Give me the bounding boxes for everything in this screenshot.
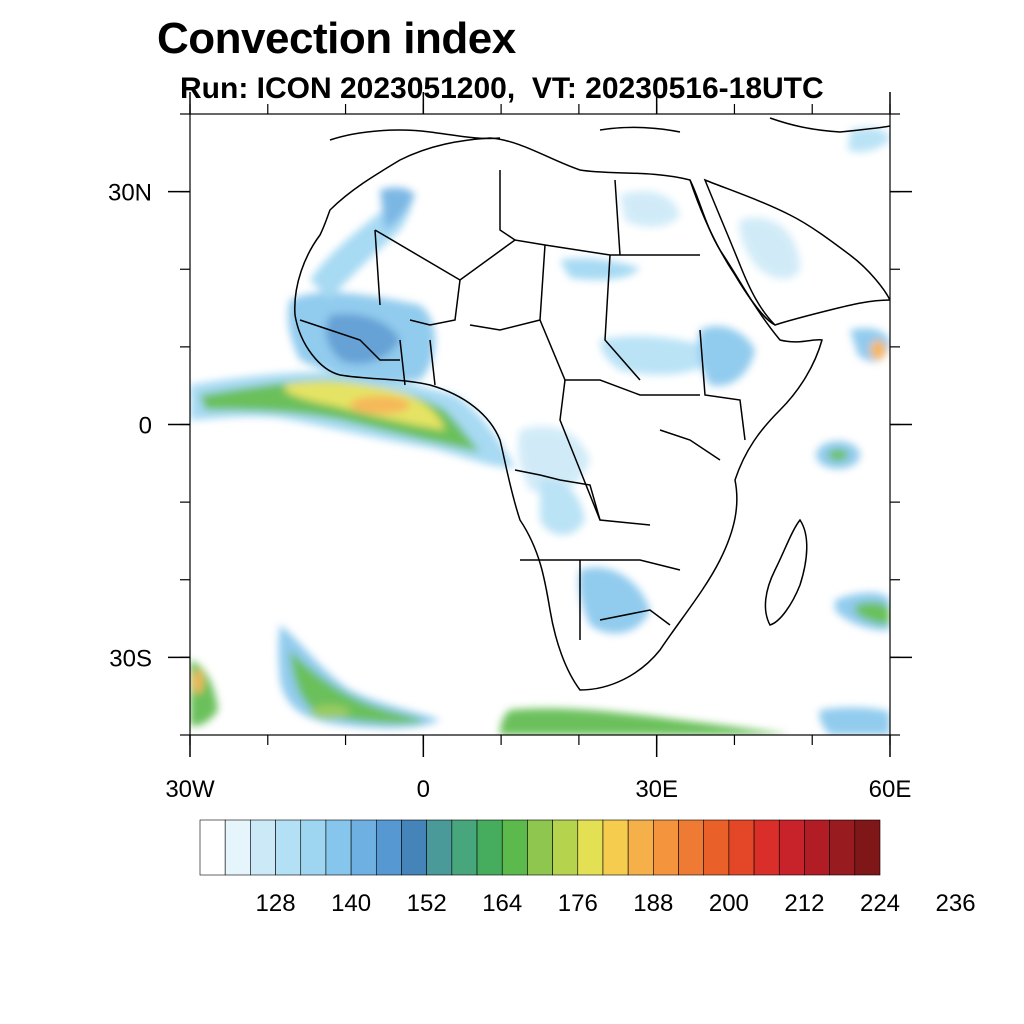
colorbar-swatch	[426, 819, 453, 876]
colorbar-label: 140	[331, 890, 371, 917]
colorbar-swatch	[703, 819, 730, 876]
convection-field	[190, 127, 890, 735]
colorbar-swatch	[275, 819, 302, 876]
axis-ticks: 30N 0 30S 30W 0 30E 60E	[108, 92, 912, 803]
colorbar-swatch	[501, 819, 528, 876]
colorbar-label: 224	[860, 890, 900, 917]
lat-tick-label: 30S	[109, 645, 152, 672]
colorbar-swatch	[300, 819, 327, 876]
colorbar-swatch	[451, 819, 478, 876]
colorbar-label: 200	[709, 890, 749, 917]
map-subtitle: Run: ICON 2023051200, VT: 20230516-18UTC	[180, 72, 824, 105]
colorbar-swatch	[602, 819, 629, 876]
colorbar-label: 128	[256, 890, 296, 917]
colorbar-label: 212	[784, 890, 824, 917]
colorbar-swatch	[653, 819, 679, 876]
colorbar-swatch	[527, 819, 553, 876]
colorbar-swatch	[199, 819, 226, 876]
lon-tick-label: 60E	[869, 776, 912, 803]
colorbar-label: 164	[482, 890, 522, 917]
colorbar-swatch	[804, 819, 830, 876]
lat-tick-label: 0	[139, 413, 152, 440]
colorbar-swatch	[678, 819, 705, 876]
colorbar-swatch	[401, 819, 427, 876]
colorbar-swatch	[350, 819, 377, 876]
lon-tick-label: 30W	[165, 776, 215, 803]
lat-tick-label: 30N	[108, 180, 152, 207]
lon-tick-label: 0	[417, 776, 430, 803]
colorbar-swatch	[476, 819, 503, 876]
colorbar-swatch	[728, 819, 755, 876]
colorbar-swatch	[325, 819, 352, 876]
colorbar-label: 188	[633, 890, 673, 917]
colorbar-swatch	[552, 819, 579, 876]
colorbar: 128 140 152 164 176 188 200 212 224 236	[199, 819, 976, 917]
colorbar-swatch	[778, 819, 805, 876]
coastlines	[294, 117, 890, 691]
colorbar-label: 236	[936, 890, 976, 917]
colorbar-swatch	[627, 819, 654, 876]
lon-tick-label: 30E	[635, 776, 678, 803]
colorbar-label: 152	[407, 890, 447, 917]
colorbar-swatch	[375, 819, 402, 876]
colorbar-swatch	[829, 819, 856, 876]
colorbar-swatch	[250, 819, 276, 876]
colorbar-label: 176	[558, 890, 598, 917]
colorbar-swatch	[224, 819, 251, 876]
map-title: Convection index	[157, 14, 516, 63]
colorbar-swatch	[753, 819, 780, 876]
colorbar-swatch	[854, 819, 881, 876]
colorbar-swatch	[577, 819, 604, 876]
